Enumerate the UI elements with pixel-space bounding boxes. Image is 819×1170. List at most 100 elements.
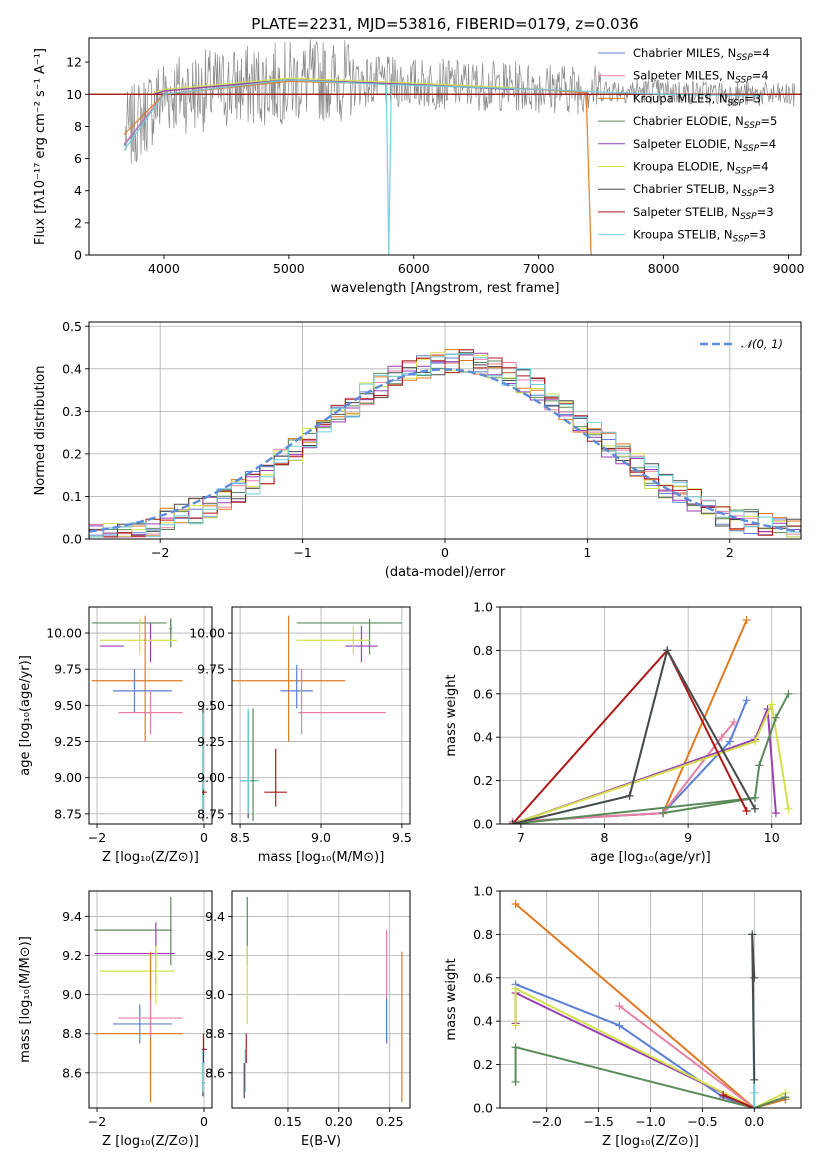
chart-title: PLATE=2231, MJD=53816, FIBERID=0179, z=0… bbox=[251, 15, 638, 33]
x-tick-label: 9.0 bbox=[311, 830, 331, 845]
x-tick-label: 0 bbox=[200, 1114, 208, 1129]
y-tick-label: 9.0 bbox=[62, 987, 82, 1002]
weight-line bbox=[722, 1094, 755, 1108]
weight-marker bbox=[784, 804, 793, 813]
x-tick-label: 9.5 bbox=[392, 830, 412, 845]
y-tick-label: 1.0 bbox=[473, 884, 493, 899]
y-tick-label: 9.4 bbox=[62, 909, 82, 924]
axes-frame bbox=[499, 606, 802, 825]
x-tick-label: 5000 bbox=[273, 261, 305, 276]
weight-marker bbox=[659, 809, 668, 818]
axes-frame bbox=[231, 890, 411, 1109]
legend-entry: Chabrier ELODIE, NSSP=5 bbox=[633, 114, 777, 131]
legend-suffix: =4 bbox=[752, 160, 769, 174]
x-axis-label: E(B-V) bbox=[301, 1134, 341, 1149]
y-tick-label: 0.5 bbox=[62, 319, 82, 334]
x-tick-label: 6000 bbox=[398, 261, 430, 276]
x-tick-label: 7000 bbox=[523, 261, 555, 276]
y-axis-label: Normed distribution bbox=[33, 366, 48, 496]
weight-marker bbox=[750, 1075, 759, 1084]
legend-entry: Salpeter STELIB, NSSP=3 bbox=[633, 205, 774, 222]
weight-marker bbox=[750, 973, 759, 982]
weight-line bbox=[514, 1045, 786, 1108]
y-tick-label: 0.3 bbox=[62, 404, 82, 419]
legend-entry: Chabrier MILES, NSSP=4 bbox=[633, 46, 770, 63]
legend-sub: SSP bbox=[744, 121, 761, 131]
y-tick-label: 10 bbox=[66, 87, 82, 102]
plot-area-spectrum bbox=[89, 39, 801, 255]
y-tick-label: 8 bbox=[74, 119, 82, 134]
y-tick-label: 0.1 bbox=[62, 489, 82, 504]
weight-marker bbox=[781, 1093, 790, 1102]
x-axis-label: Z [log₁₀(Z/Z⊙)] bbox=[602, 1134, 699, 1149]
x-axis-label: age [log₁₀(age/yr)] bbox=[590, 850, 711, 865]
weight-marker bbox=[615, 1002, 624, 1011]
weight-marker bbox=[784, 689, 793, 698]
y-tick-label: 9.00 bbox=[197, 770, 225, 785]
weight-line bbox=[514, 986, 786, 1108]
x-tick-label: −1.0 bbox=[635, 1114, 665, 1129]
legend-entry: Salpeter MILES, NSSP=4 bbox=[633, 69, 769, 86]
weight-marker bbox=[742, 806, 751, 815]
legend-suffix: =3 bbox=[749, 228, 766, 242]
weight-marker bbox=[730, 718, 739, 727]
gaussian-curve bbox=[89, 368, 801, 533]
x-tick-label: −2 bbox=[88, 1114, 106, 1129]
legend-suffix: =3 bbox=[744, 91, 761, 105]
y-tick-label: 0.2 bbox=[62, 446, 82, 461]
y-axis-label: Flux [fλ10⁻¹⁷ erg cm⁻² s⁻¹ A⁻¹] bbox=[33, 48, 48, 245]
x-tick-label: 9000 bbox=[773, 261, 805, 276]
x-tick-label: −2 bbox=[88, 830, 106, 845]
legend-name: Kroupa ELODIE, N bbox=[633, 160, 735, 174]
legend: Chabrier MILES, NSSP=4 Salpeter MILES, NS… bbox=[598, 46, 777, 245]
weight-line bbox=[751, 934, 756, 1080]
y-axis-label: mass weight bbox=[444, 674, 459, 756]
weight-line bbox=[514, 903, 786, 1108]
y-tick-label: 9.75 bbox=[54, 662, 82, 677]
weight-line bbox=[512, 647, 756, 824]
y-tick-label: 10.00 bbox=[189, 626, 225, 641]
x-tick-label: 8 bbox=[601, 830, 609, 845]
x-tick-label: −2 bbox=[151, 545, 169, 560]
x-axis-label: Z [log₁₀(Z/Z⊙)] bbox=[102, 1134, 199, 1149]
plot-area-ebv-mass bbox=[243, 896, 403, 1103]
y-tick-label: 9.2 bbox=[205, 948, 225, 963]
x-tick-label: 1 bbox=[583, 545, 591, 560]
weight-marker bbox=[719, 1090, 728, 1099]
x-tick-label: −1 bbox=[293, 545, 311, 560]
y-tick-label: 0.4 bbox=[473, 1014, 493, 1029]
legend-entry: Salpeter ELODIE, NSSP=4 bbox=[633, 137, 776, 154]
model-spectrum-line bbox=[153, 77, 514, 94]
plot-area-mass-age bbox=[232, 615, 402, 822]
x-tick-label: 9 bbox=[684, 830, 692, 845]
panel-mass-age: 8.5 9.0 9.5 8.75 9.00 9.25 9.50 9.75 10.00 mass [… bbox=[189, 606, 412, 865]
legend-sub: SSP bbox=[735, 76, 752, 86]
y-tick-label: 8.6 bbox=[62, 1065, 82, 1080]
y-tick-label: 9.25 bbox=[54, 734, 82, 749]
y-axis-label: mass weight bbox=[444, 958, 459, 1040]
x-axis-label: mass [log₁₀(M/M⊙)] bbox=[258, 850, 385, 865]
residual-histogram bbox=[89, 352, 801, 538]
model-spectrum-line bbox=[123, 80, 592, 255]
weight-marker bbox=[511, 1077, 520, 1086]
legend-name: Salpeter STELIB, N bbox=[633, 205, 740, 219]
plot-area-residuals bbox=[89, 349, 801, 538]
x-tick-label: 2 bbox=[726, 545, 734, 560]
legend-suffix: =4 bbox=[759, 137, 776, 151]
legend-entry: Kroupa STELIB, NSSP=3 bbox=[633, 228, 766, 245]
y-tick-label: 0.2 bbox=[473, 773, 493, 788]
plot-area-z-mass bbox=[94, 896, 207, 1103]
weight-marker bbox=[615, 1021, 624, 1030]
chart-panels: 4000 5000 6000 7000 8000 9000024681012wavelen… bbox=[18, 37, 805, 1149]
y-tick-label: 0.4 bbox=[473, 730, 493, 745]
legend-entry: Chabrier STELIB, NSSP=3 bbox=[633, 182, 775, 199]
y-tick-label: 0.2 bbox=[473, 1057, 493, 1072]
legend-name: Kroupa MILES, N bbox=[633, 91, 728, 105]
y-tick-label: 9.4 bbox=[205, 909, 225, 924]
weight-marker bbox=[717, 733, 726, 742]
legend-sub: SSP bbox=[733, 235, 750, 245]
x-tick-label: 7 bbox=[517, 830, 525, 845]
y-tick-label: 8.75 bbox=[197, 806, 225, 821]
panel-z-mass: −2 0 8.6 8.8 9.0 9.2 9.4 Z [log₁₀(Z/Z⊙)] mass [l… bbox=[18, 890, 213, 1149]
